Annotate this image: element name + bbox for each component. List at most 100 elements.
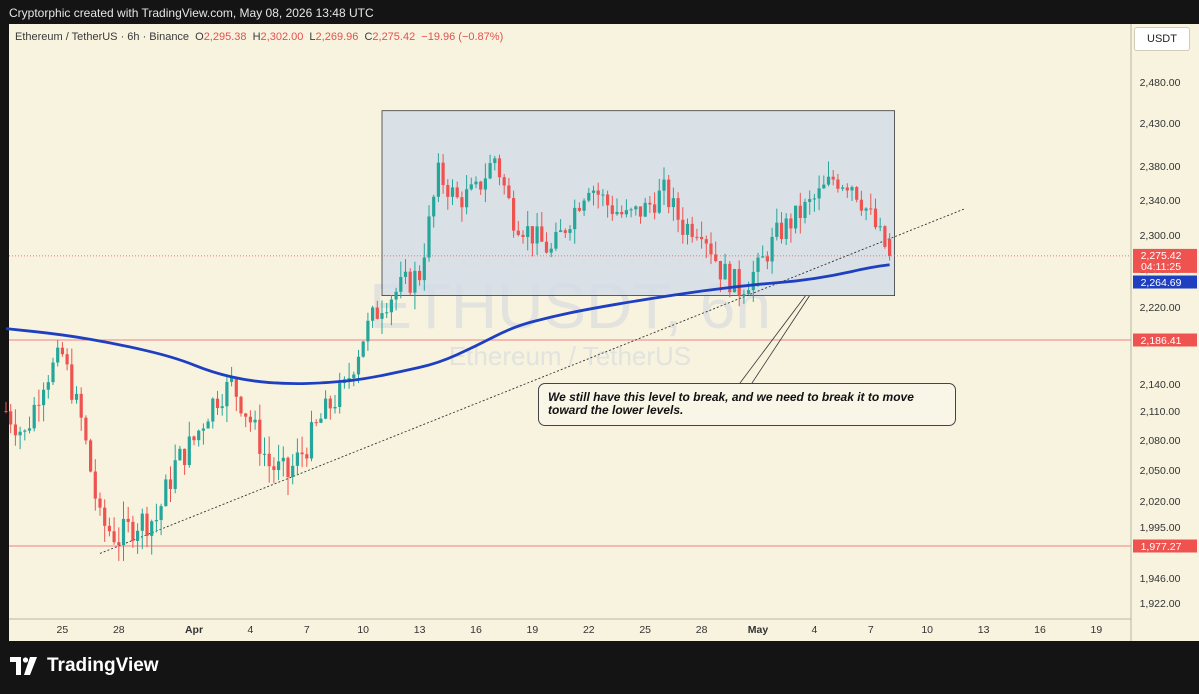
candle	[361, 340, 365, 358]
candle	[507, 177, 511, 200]
candle	[544, 232, 549, 254]
price-tick-label: 2,020.00	[1140, 496, 1181, 508]
candle	[244, 412, 248, 428]
candle	[375, 300, 379, 320]
time-axis[interactable]	[9, 619, 1199, 641]
candle	[826, 161, 831, 187]
candle	[4, 401, 8, 414]
candle	[568, 225, 572, 241]
candle	[51, 357, 55, 386]
time-tick-label: 10	[357, 624, 369, 636]
candle	[450, 179, 455, 206]
candle	[728, 261, 732, 298]
candle	[380, 300, 384, 334]
candle	[220, 394, 224, 416]
candle	[338, 372, 342, 414]
lower-level-tag: 1,977.27	[1141, 541, 1182, 553]
callout-pointers	[739, 295, 810, 384]
candle	[563, 228, 567, 238]
candle	[46, 375, 50, 399]
candle	[493, 155, 497, 171]
candle	[808, 190, 812, 215]
candle	[225, 376, 229, 423]
candle	[413, 261, 417, 310]
time-tick-label: May	[748, 624, 769, 636]
candle	[9, 404, 13, 434]
candle	[328, 395, 332, 420]
candle	[465, 175, 469, 215]
candle	[309, 410, 314, 462]
candle	[559, 219, 563, 233]
last-price-tag: 2,275.42	[1141, 250, 1182, 262]
candle	[408, 268, 412, 295]
ma-value-tag: 2,264.69	[1141, 277, 1182, 289]
time-tick-label: 19	[527, 624, 539, 636]
candle	[314, 419, 318, 427]
candle	[74, 386, 79, 404]
tradingview-logo-icon	[10, 657, 37, 675]
candle	[469, 177, 473, 191]
candle	[516, 220, 520, 237]
time-tick-label: Apr	[185, 624, 203, 636]
candle	[239, 395, 243, 417]
candle	[173, 444, 177, 494]
time-tick-label: 7	[304, 624, 310, 636]
candle	[709, 232, 713, 265]
candle	[737, 260, 741, 307]
annotation-callout[interactable]: We still have this level to break, and w…	[538, 383, 956, 426]
currency-button[interactable]: USDT	[1134, 27, 1190, 51]
time-tick-label: 4	[247, 624, 253, 636]
candle	[258, 404, 262, 466]
candle	[845, 183, 849, 198]
candle	[154, 503, 158, 533]
candle	[183, 448, 187, 475]
ascending-trendline[interactable]	[99, 208, 965, 554]
candle	[761, 245, 765, 258]
candle	[648, 195, 652, 214]
candle	[460, 191, 464, 222]
price-axis[interactable]	[1131, 24, 1199, 619]
candle	[89, 438, 93, 473]
tradingview-logo[interactable]: TradingView	[10, 655, 159, 677]
candle	[483, 163, 487, 203]
last-price-tag-bg	[1133, 248, 1197, 273]
candle	[98, 492, 102, 516]
candle	[540, 211, 544, 243]
range-rectangle[interactable]	[381, 110, 895, 296]
price-tick-label: 1,946.00	[1140, 573, 1181, 585]
countdown-tag: 04:11:25	[1141, 261, 1181, 273]
candle	[65, 348, 69, 371]
candle	[107, 517, 111, 537]
candle	[159, 503, 163, 536]
candle	[700, 221, 704, 249]
legend-high: 2,302.00	[260, 31, 304, 43]
lower-level-tag-bg	[1133, 539, 1197, 553]
candle	[718, 260, 722, 293]
candle	[117, 527, 121, 561]
price-tick-label: 2,110.00	[1140, 406, 1180, 418]
attribution-text: Cryptorphic created with TradingView.com…	[9, 6, 374, 20]
time-tick-label: 28	[113, 624, 125, 636]
candle	[798, 192, 802, 234]
legend-open: 2,295.38	[203, 31, 247, 43]
candle	[418, 265, 422, 286]
candle	[676, 192, 680, 233]
candle	[399, 261, 403, 299]
candle	[474, 176, 478, 189]
price-tick-label: 2,220.00	[1140, 302, 1181, 314]
candle	[136, 523, 140, 554]
candle	[714, 241, 718, 263]
candlestick-series	[4, 153, 892, 561]
candle	[103, 499, 107, 542]
candle	[27, 416, 32, 434]
time-tick-label: 13	[414, 624, 426, 636]
candle	[779, 212, 784, 244]
price-tick-label: 2,380.00	[1140, 161, 1181, 173]
time-tick-label: 19	[1091, 624, 1103, 636]
candle	[305, 447, 309, 467]
callout-pointer-1	[739, 295, 806, 384]
candle	[549, 243, 553, 258]
candle	[502, 173, 506, 195]
